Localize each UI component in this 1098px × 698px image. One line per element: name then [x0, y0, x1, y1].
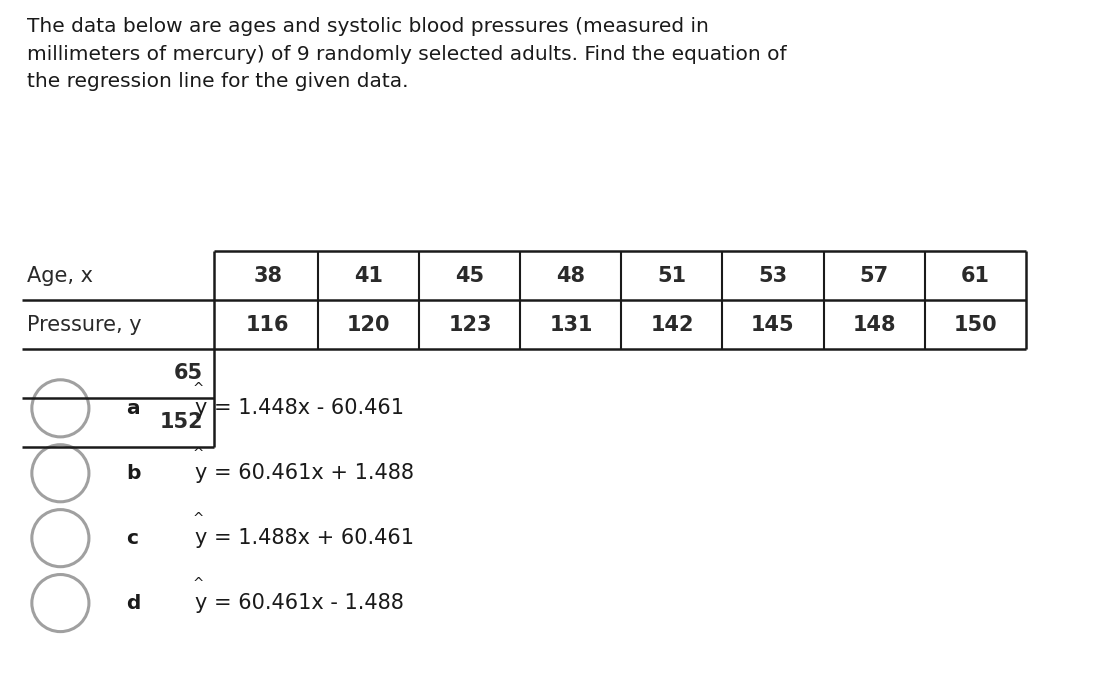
Text: 145: 145: [751, 315, 795, 334]
Text: b: b: [126, 463, 141, 483]
Text: 51: 51: [658, 266, 686, 285]
Text: ^: ^: [192, 577, 203, 591]
Text: The data below are ages and systolic blood pressures (measured in
millimeters of: The data below are ages and systolic blo…: [27, 17, 787, 91]
Text: ^: ^: [192, 512, 203, 526]
Text: 116: 116: [246, 315, 290, 334]
Text: ^: ^: [192, 382, 203, 396]
Text: 38: 38: [254, 266, 282, 285]
Text: c: c: [126, 528, 138, 548]
Text: 48: 48: [557, 266, 585, 285]
Text: Pressure, y: Pressure, y: [27, 315, 142, 334]
Text: 131: 131: [549, 315, 593, 334]
Text: y = 60.461x - 1.488: y = 60.461x - 1.488: [195, 593, 404, 613]
Text: 65: 65: [173, 364, 203, 383]
Text: 142: 142: [650, 315, 694, 334]
Text: 61: 61: [961, 266, 989, 285]
Text: 41: 41: [355, 266, 383, 285]
Text: y = 60.461x + 1.488: y = 60.461x + 1.488: [195, 463, 414, 483]
Text: 45: 45: [456, 266, 484, 285]
Text: 150: 150: [953, 315, 997, 334]
Text: 120: 120: [347, 315, 391, 334]
Text: 57: 57: [860, 266, 888, 285]
Text: d: d: [126, 593, 141, 613]
Text: a: a: [126, 399, 139, 418]
Text: 148: 148: [852, 315, 896, 334]
Text: 53: 53: [759, 266, 787, 285]
Text: y = 1.488x + 60.461: y = 1.488x + 60.461: [195, 528, 414, 548]
Text: Age, x: Age, x: [27, 266, 93, 285]
Text: 152: 152: [159, 413, 203, 432]
Text: y = 1.448x - 60.461: y = 1.448x - 60.461: [195, 399, 404, 418]
Text: ^: ^: [192, 447, 203, 461]
Text: 123: 123: [448, 315, 492, 334]
